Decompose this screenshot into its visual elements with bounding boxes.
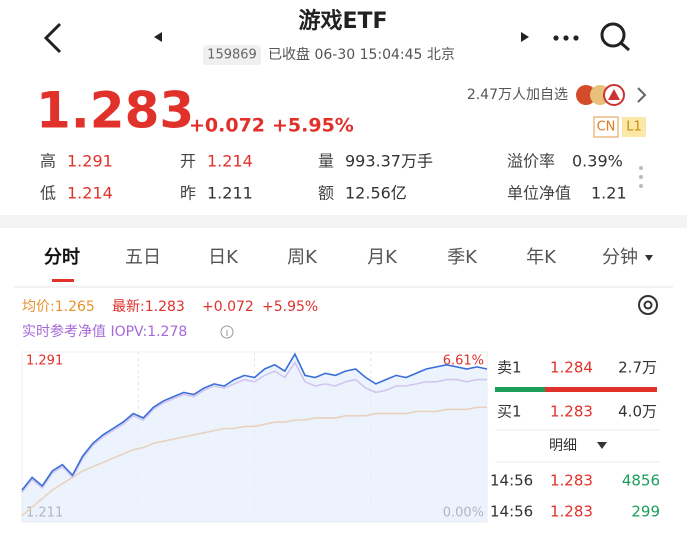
book-price: 1.283 <box>550 403 593 421</box>
ratio-bar-bid <box>495 387 545 392</box>
search-button[interactable] <box>600 22 630 52</box>
trade-time: 14:56 <box>490 472 533 490</box>
trade-time: 14:56 <box>490 503 533 521</box>
series-line <box>21 352 488 491</box>
stock-code: 159869 <box>207 48 257 63</box>
next-stock[interactable] <box>521 32 529 42</box>
detail-dropdown[interactable] <box>597 442 607 449</box>
tab-dropdown[interactable] <box>645 255 653 261</box>
settings-icon[interactable] <box>638 295 658 315</box>
book-volume: 2.7万 <box>618 359 657 377</box>
trade-price: 1.283 <box>550 503 593 521</box>
badge: L1 <box>626 120 642 135</box>
price-area <box>22 354 487 522</box>
y-tick-label: 1.291 <box>26 354 63 369</box>
badge-box <box>593 116 619 138</box>
prev-stock[interactable] <box>154 32 162 42</box>
detail-link[interactable]: 明细 <box>549 438 577 454</box>
latest-price: 最新:1.283 <box>112 299 185 315</box>
price-change: +0.072 <box>189 115 265 137</box>
stat-value: 1.291 <box>67 152 113 171</box>
more-button[interactable] <box>553 35 579 41</box>
iopv: 实时参考净值 IOPV:1.278 <box>22 323 187 340</box>
tabs: 分时 五日 日K 周K 月K 季K 年K 分钟 <box>44 247 638 268</box>
legend-change: +0.072 <box>202 299 254 315</box>
book-price: 1.284 <box>550 359 593 377</box>
tab[interactable]: 五日 <box>125 247 161 268</box>
tab[interactable]: 分时 <box>44 247 80 268</box>
tab[interactable]: 季K <box>447 247 478 268</box>
price-change-pct: +5.95% <box>272 115 354 137</box>
badge-box <box>622 117 646 137</box>
back-button[interactable] <box>43 22 62 54</box>
stat-value: 12.56亿 <box>345 184 407 203</box>
market-status: 已收盘 06-30 15:04:45 北京 <box>268 46 455 63</box>
tab[interactable]: 日K <box>208 247 239 268</box>
watchlist-count: 2.47万人加自选 <box>467 87 568 103</box>
tab-underline <box>52 279 74 282</box>
ratio-bar-ask <box>545 387 657 392</box>
trade-price: 1.283 <box>550 472 593 490</box>
stat-label: 单位净值 <box>507 184 571 203</box>
book-volume: 4.0万 <box>618 403 657 421</box>
tab[interactable]: 年K <box>526 247 557 268</box>
stat-value: 1.21 <box>591 184 627 203</box>
book-label: 卖1 <box>497 359 522 377</box>
title: 游戏ETF <box>298 8 387 34</box>
stat-label: 额 <box>318 184 334 203</box>
stat-label: 昨 <box>180 184 196 203</box>
code-box <box>203 45 261 65</box>
stat-value: 1.214 <box>67 184 113 203</box>
stat-label: 量 <box>318 152 334 171</box>
legend-change-pct: +5.95% <box>262 299 318 315</box>
watchlist-arrow[interactable] <box>637 87 647 103</box>
stat-value: 1.211 <box>207 184 253 203</box>
stat-value: 1.214 <box>207 152 253 171</box>
stats: 高 1.291 开 1.214 量 993.37万手 溢价率 0.39% 低 1.214 昨 1.21… <box>40 152 627 203</box>
avatars <box>576 84 625 106</box>
trade-volume: 4856 <box>622 472 660 490</box>
badge: CN <box>597 120 616 135</box>
tab[interactable]: 月K <box>367 247 398 268</box>
stat-value: 993.37万手 <box>345 152 433 171</box>
stat-label: 溢价率 <box>507 152 555 171</box>
info-icon[interactable] <box>220 325 234 339</box>
stat-label: 开 <box>180 152 196 171</box>
tab[interactable]: 分钟 <box>602 247 638 268</box>
y2-tick-label: 6.61% <box>443 354 484 369</box>
stat-value: 0.39% <box>572 152 623 171</box>
separator <box>0 215 687 228</box>
stats-more[interactable] <box>639 166 643 188</box>
trade-volume: 299 <box>631 503 660 521</box>
stat-label: 高 <box>40 152 56 171</box>
avg-price: 均价:1.265 <box>22 299 95 315</box>
book-label: 买1 <box>497 403 522 421</box>
stat-label: 低 <box>40 184 56 203</box>
last-price: 1.283 <box>36 82 194 140</box>
intraday-chart: 1.2111.2910.00%6.61% <box>21 351 488 523</box>
tab[interactable]: 周K <box>287 247 318 268</box>
